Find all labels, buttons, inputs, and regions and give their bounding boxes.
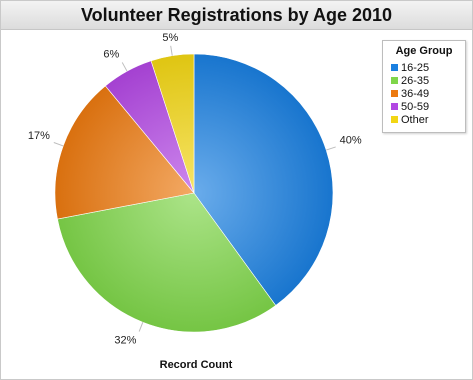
- legend-item-16-25: 16-25: [383, 61, 465, 74]
- leader-line: [326, 146, 336, 151]
- pie-slice-26-35: [57, 192, 277, 333]
- x-axis-label: Record Count: [159, 359, 233, 371]
- chart-title: Volunteer Registrations by Age 2010: [1, 1, 472, 30]
- slice-percent-label: 40%: [340, 134, 362, 146]
- legend-swatch: [391, 64, 398, 71]
- legend-item-50-59: 50-59: [383, 100, 465, 113]
- legend-item-36-49: 36-49: [383, 87, 465, 100]
- legend-label: 36-49: [401, 87, 430, 100]
- legend-swatch: [391, 77, 398, 84]
- slice-percent-label: 17%: [28, 130, 50, 142]
- legend-label: 26-35: [401, 74, 430, 87]
- legend-label: 16-25: [401, 61, 430, 74]
- legend-title: Age Group: [395, 45, 453, 57]
- leader-line: [53, 142, 64, 147]
- pie-slice-16-25: [193, 53, 334, 306]
- pie-slice-36-49: [54, 85, 195, 220]
- pie-slice-other: [150, 53, 195, 194]
- legend: Age Group 16-25 26-35 36-49 50-59 Other: [382, 40, 466, 133]
- slice-percent-label: 32%: [114, 334, 136, 346]
- legend-label: Other: [401, 113, 429, 126]
- leader-line: [170, 45, 173, 56]
- legend-item-26-35: 26-35: [383, 74, 465, 87]
- legend-swatch: [391, 103, 398, 110]
- leader-line: [121, 62, 128, 72]
- legend-item-other: Other: [383, 113, 465, 126]
- slice-percent-label: 5%: [162, 32, 178, 44]
- legend-label: 50-59: [401, 100, 430, 113]
- legend-swatch: [391, 116, 398, 123]
- slice-percent-label: 6%: [103, 49, 119, 61]
- leader-line: [138, 322, 144, 332]
- legend-swatch: [391, 90, 398, 97]
